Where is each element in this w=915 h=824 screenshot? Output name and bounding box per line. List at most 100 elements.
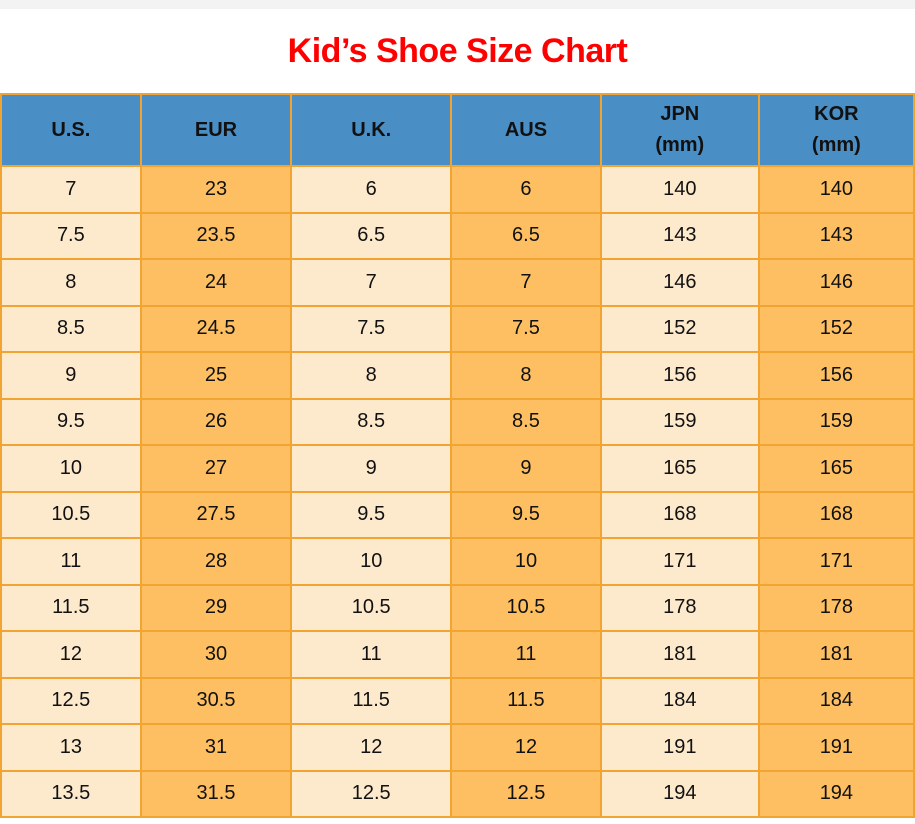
table-cell: 194 [757, 769, 915, 818]
table-cell: 140 [757, 165, 915, 214]
table-cell: 10 [290, 537, 453, 586]
table-cell: 181 [599, 630, 760, 679]
table-header-row: U.S. EUR U.K. AUS JPN (mm) KOR (mm) [0, 93, 915, 167]
table-cell: 9.5 [450, 490, 602, 539]
table-cell: 178 [757, 583, 915, 632]
table-cell: 6.5 [290, 211, 453, 260]
table-cell: 143 [757, 211, 915, 260]
column-header-sublabel: (mm) [655, 134, 705, 156]
table-cell: 10 [0, 444, 142, 493]
table-cell: 23 [139, 165, 293, 214]
table-cell: 8 [450, 351, 602, 400]
table-cell: 152 [757, 304, 915, 353]
table-cell: 8.5 [0, 304, 142, 353]
table-cell: 23.5 [139, 211, 293, 260]
table-cell: 7.5 [450, 304, 602, 353]
table-cell: 6 [450, 165, 602, 214]
table-row: 10.5 27.5 9.5 9.5 168 168 [0, 490, 915, 539]
table-cell: 171 [757, 537, 915, 586]
table-cell: 7 [290, 258, 453, 307]
table-cell: 13.5 [0, 769, 142, 818]
table-cell: 13 [0, 723, 142, 772]
table-cell: 25 [139, 351, 293, 400]
table-cell: 12.5 [0, 676, 142, 725]
column-header-label: U.S. [51, 118, 91, 141]
table-cell: 26 [139, 397, 293, 446]
table-cell: 171 [599, 537, 760, 586]
column-header-eur: EUR [139, 93, 293, 167]
table-cell: 30 [139, 630, 293, 679]
table-cell: 165 [599, 444, 760, 493]
table-cell: 9.5 [0, 397, 142, 446]
column-header-label: U.K. [351, 118, 392, 141]
title-area: Kid’s Shoe Size Chart [0, 9, 915, 93]
table-cell: 12 [290, 723, 453, 772]
table-cell: 184 [757, 676, 915, 725]
table-row: 7 23 6 6 140 140 [0, 165, 915, 214]
table-cell: 8 [290, 351, 453, 400]
table-cell: 7.5 [290, 304, 453, 353]
table-cell: 156 [757, 351, 915, 400]
table-cell: 146 [757, 258, 915, 307]
shoe-size-table: U.S. EUR U.K. AUS JPN (mm) KOR (mm) [0, 93, 915, 818]
table-cell: 168 [757, 490, 915, 539]
table-cell: 178 [599, 583, 760, 632]
table-cell: 6.5 [450, 211, 602, 260]
table-cell: 11.5 [290, 676, 453, 725]
table-cell: 11.5 [0, 583, 142, 632]
table-cell: 7.5 [0, 211, 142, 260]
table-cell: 10.5 [0, 490, 142, 539]
top-strip [0, 0, 915, 9]
column-header-jpn: JPN (mm) [599, 93, 760, 167]
table-cell: 12.5 [290, 769, 453, 818]
table-cell: 12 [0, 630, 142, 679]
table-cell: 159 [757, 397, 915, 446]
table-row: 9.5 26 8.5 8.5 159 159 [0, 397, 915, 446]
table-row: 12 30 11 11 181 181 [0, 630, 915, 679]
column-header-label: JPN [660, 103, 700, 125]
table-cell: 181 [757, 630, 915, 679]
table-cell: 146 [599, 258, 760, 307]
table-cell: 10.5 [450, 583, 602, 632]
table-row: 13 31 12 12 191 191 [0, 723, 915, 772]
column-header-sublabel: (mm) [811, 134, 861, 156]
table-cell: 143 [599, 211, 760, 260]
table-cell: 156 [599, 351, 760, 400]
table-row: 9 25 8 8 156 156 [0, 351, 915, 400]
table-cell: 165 [757, 444, 915, 493]
table-cell: 30.5 [139, 676, 293, 725]
table-cell: 6 [290, 165, 453, 214]
column-header-label: KOR [814, 103, 859, 125]
table-cell: 8.5 [290, 397, 453, 446]
table-cell: 29 [139, 583, 293, 632]
column-header-uk: U.K. [290, 93, 453, 167]
table-row: 12.5 30.5 11.5 11.5 184 184 [0, 676, 915, 725]
table-cell: 10.5 [290, 583, 453, 632]
table-cell: 8.5 [450, 397, 602, 446]
table-cell: 24.5 [139, 304, 293, 353]
table-row: 13.5 31.5 12.5 12.5 194 194 [0, 769, 915, 818]
table-cell: 9 [450, 444, 602, 493]
table-cell: 191 [757, 723, 915, 772]
table-cell: 8 [0, 258, 142, 307]
table-row: 11.5 29 10.5 10.5 178 178 [0, 583, 915, 632]
table-row: 11 28 10 10 171 171 [0, 537, 915, 586]
table-row: 8.5 24.5 7.5 7.5 152 152 [0, 304, 915, 353]
table-cell: 12.5 [450, 769, 602, 818]
column-header-us: U.S. [0, 93, 142, 167]
column-header-label: AUS [504, 118, 548, 141]
table-row: 7.5 23.5 6.5 6.5 143 143 [0, 211, 915, 260]
table-row: 10 27 9 9 165 165 [0, 444, 915, 493]
table-cell: 11.5 [450, 676, 602, 725]
table-cell: 11 [450, 630, 602, 679]
table-cell: 152 [599, 304, 760, 353]
table-cell: 184 [599, 676, 760, 725]
table-cell: 194 [599, 769, 760, 818]
page-title: Kid’s Shoe Size Chart [287, 31, 628, 70]
table-cell: 27 [139, 444, 293, 493]
table-row: 8 24 7 7 146 146 [0, 258, 915, 307]
table-cell: 11 [290, 630, 453, 679]
table-cell: 159 [599, 397, 760, 446]
table-cell: 9.5 [290, 490, 453, 539]
column-header-aus: AUS [450, 93, 602, 167]
